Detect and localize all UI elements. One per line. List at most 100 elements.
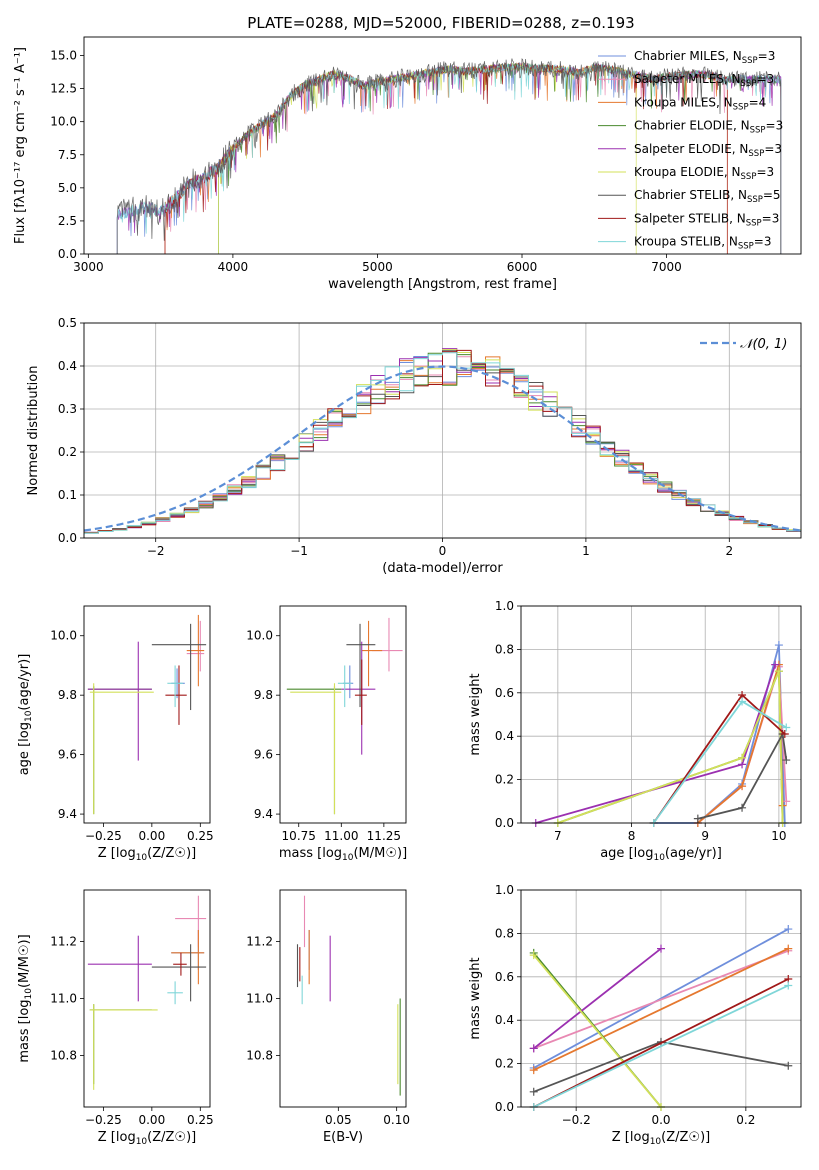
label-subscript: 10 — [136, 1137, 148, 1147]
legend-label: Salpeter MILES, N — [634, 72, 741, 86]
x-tick-label: −0.2 — [562, 1113, 591, 1127]
weight-lines-mass-weight-vs-age — [531, 641, 791, 827]
weight-marker-8 — [782, 723, 791, 732]
y-tick-label: 11.2 — [50, 934, 77, 948]
histogram-8 — [84, 352, 801, 535]
y-tick-label: 12.5 — [50, 82, 77, 96]
y-tick-label: 10.8 — [246, 1049, 273, 1063]
legend-count: =3 — [762, 211, 780, 225]
label-text: Z [log — [98, 846, 136, 861]
x-tick-label: 3000 — [73, 260, 104, 274]
y-tick-label: 0.4 — [495, 1013, 514, 1027]
legend-subscript: SSP — [742, 56, 758, 66]
x-axis-label: E(B-V) — [323, 1130, 363, 1145]
legend-label: Kroupa ELODIE, N — [634, 165, 741, 179]
legend-label: Chabrier STELIB, N — [634, 188, 747, 202]
y-tick-label: 1.0 — [495, 599, 514, 613]
weight-marker-4 — [657, 944, 665, 953]
legend-entry-8: Kroupa STELIB, NSSP=3 — [634, 235, 772, 252]
label-text: mass [log — [17, 999, 32, 1062]
y-tick-label: 11.0 — [246, 992, 273, 1006]
y-tick-label: 5.0 — [58, 181, 77, 195]
x-tick-label: 0.25 — [187, 1113, 214, 1127]
legend-entry-0: Chabrier MILES, NSSP=3 — [634, 49, 775, 66]
axes-mass-weight-vs-age: 7 8 9 10 0.0 0.2 0.4 0.6 0.8 1.0 — [495, 599, 801, 843]
weight-line-4 — [535, 664, 777, 824]
y-tick-label: 9.4 — [254, 807, 273, 821]
x-tick-label: 0.00 — [138, 829, 165, 843]
y-tick-label: 9.8 — [58, 688, 77, 702]
y-tick-label: 0.8 — [495, 642, 514, 656]
y-tick-label: 0.1 — [58, 488, 77, 502]
y-tick-label: 0.0 — [495, 816, 514, 830]
x-tick-label: 6000 — [507, 260, 538, 274]
y-tick-label: 10.0 — [246, 629, 273, 643]
y-tick-label: 0.6 — [495, 970, 514, 984]
y-tick-label: 0.4 — [58, 359, 77, 373]
y-tick-label: 0.8 — [495, 926, 514, 940]
weight-marker-8 — [784, 981, 793, 990]
y-tick-label: 9.8 — [254, 688, 273, 702]
y-tick-label: 11.2 — [246, 934, 273, 948]
label-text: (Z/Z☉)] — [147, 846, 196, 861]
x-tick-label: 0.10 — [383, 1113, 410, 1127]
label-subscript: 10 — [650, 1137, 662, 1147]
legend-entry-2: Kroupa MILES, NSSP=4 — [634, 95, 766, 112]
figure-title: PLATE=0288, MJD=52000, FIBERID=0288, z=0… — [247, 14, 634, 32]
x-axis-label: (data-model)/error — [382, 561, 503, 576]
weight-marker-2 — [738, 782, 747, 791]
weight-marker-4 — [529, 1044, 538, 1053]
x-tick-label: 7 — [554, 829, 562, 843]
legend-label: Kroupa MILES, N — [634, 95, 733, 109]
label-text: (Z/Z☉)] — [661, 1130, 710, 1145]
weight-marker-0 — [784, 925, 793, 934]
legend-count: =3 — [758, 49, 776, 63]
legend-entry-4: Salpeter ELODIE, NSSP=3 — [634, 142, 782, 159]
legend-normal-label: 𝒩(0, 1) — [740, 337, 787, 352]
errorbars-mass-vs-Z — [87, 895, 207, 1090]
x-tick-label: 0.05 — [325, 1113, 352, 1127]
normal-curve — [84, 365, 801, 532]
x-tick-label: 7000 — [651, 260, 682, 274]
weight-marker-5 — [738, 753, 747, 762]
residuals-frame — [83, 322, 802, 539]
weight-line-2 — [533, 947, 789, 1071]
legend-subscript: SSP — [741, 79, 757, 89]
weight-line-7 — [533, 978, 789, 1108]
y-tick-label: 10.8 — [50, 1049, 77, 1063]
y-tick-label: 11.0 — [50, 992, 77, 1006]
x-axis-label: wavelength [Angstrom, rest frame] — [328, 277, 557, 292]
mass-weight-vs-Z-frame — [520, 889, 802, 1108]
x-tick-label: 1 — [582, 544, 590, 558]
weight-marker-7 — [780, 730, 789, 739]
x-tick-label: 2 — [725, 544, 733, 558]
legend-entry-3: Chabrier ELODIE, NSSP=3 — [634, 119, 783, 136]
label-text: Z [log — [98, 1130, 136, 1145]
y-tick-label: 0.5 — [58, 316, 77, 330]
legend-subscript: SSP — [738, 242, 754, 252]
legend-entry-7: Salpeter STELIB, NSSP=3 — [634, 211, 779, 228]
spectrum-frame — [83, 36, 802, 255]
weight-marker-8 — [738, 697, 747, 706]
y-tick-label: 0.2 — [495, 1057, 514, 1071]
axes-age-vs-mass: 10.75 11.00 11.25 9.4 9.6 9.8 10.0 — [246, 629, 401, 843]
y-axis-label: mass [log10(M/M☉)] — [17, 934, 34, 1062]
axes-mass-vs-EBV: 0.05 0.10 10.8 11.0 11.2 — [246, 934, 410, 1127]
weight-marker-6 — [529, 1087, 538, 1096]
histogram-series — [84, 348, 801, 535]
spectrum-line-6 — [116, 58, 782, 254]
y-tick-label: 10.0 — [50, 115, 77, 129]
legend-count: =3 — [756, 72, 774, 86]
weight-marker-1 — [782, 797, 791, 806]
legend-entry-6: Chabrier STELIB, NSSP=5 — [634, 188, 781, 205]
legend-subscript: SSP — [748, 149, 764, 159]
y-axis-label: Flux [fλ10⁻¹⁷ erg cm⁻² s⁻¹ A⁻¹] — [13, 47, 28, 244]
x-tick-label: 11.25 — [367, 829, 401, 843]
x-axis-label: age [log10(age/yr)] — [600, 846, 722, 863]
mass-vs-EBV-frame — [279, 889, 407, 1108]
x-tick-label: 8 — [628, 829, 636, 843]
x-tick-label: 5000 — [362, 260, 393, 274]
x-axis-label: Z [log10(Z/Z☉)] — [98, 846, 196, 863]
legend-entry-5: Kroupa ELODIE, NSSP=3 — [634, 165, 774, 182]
